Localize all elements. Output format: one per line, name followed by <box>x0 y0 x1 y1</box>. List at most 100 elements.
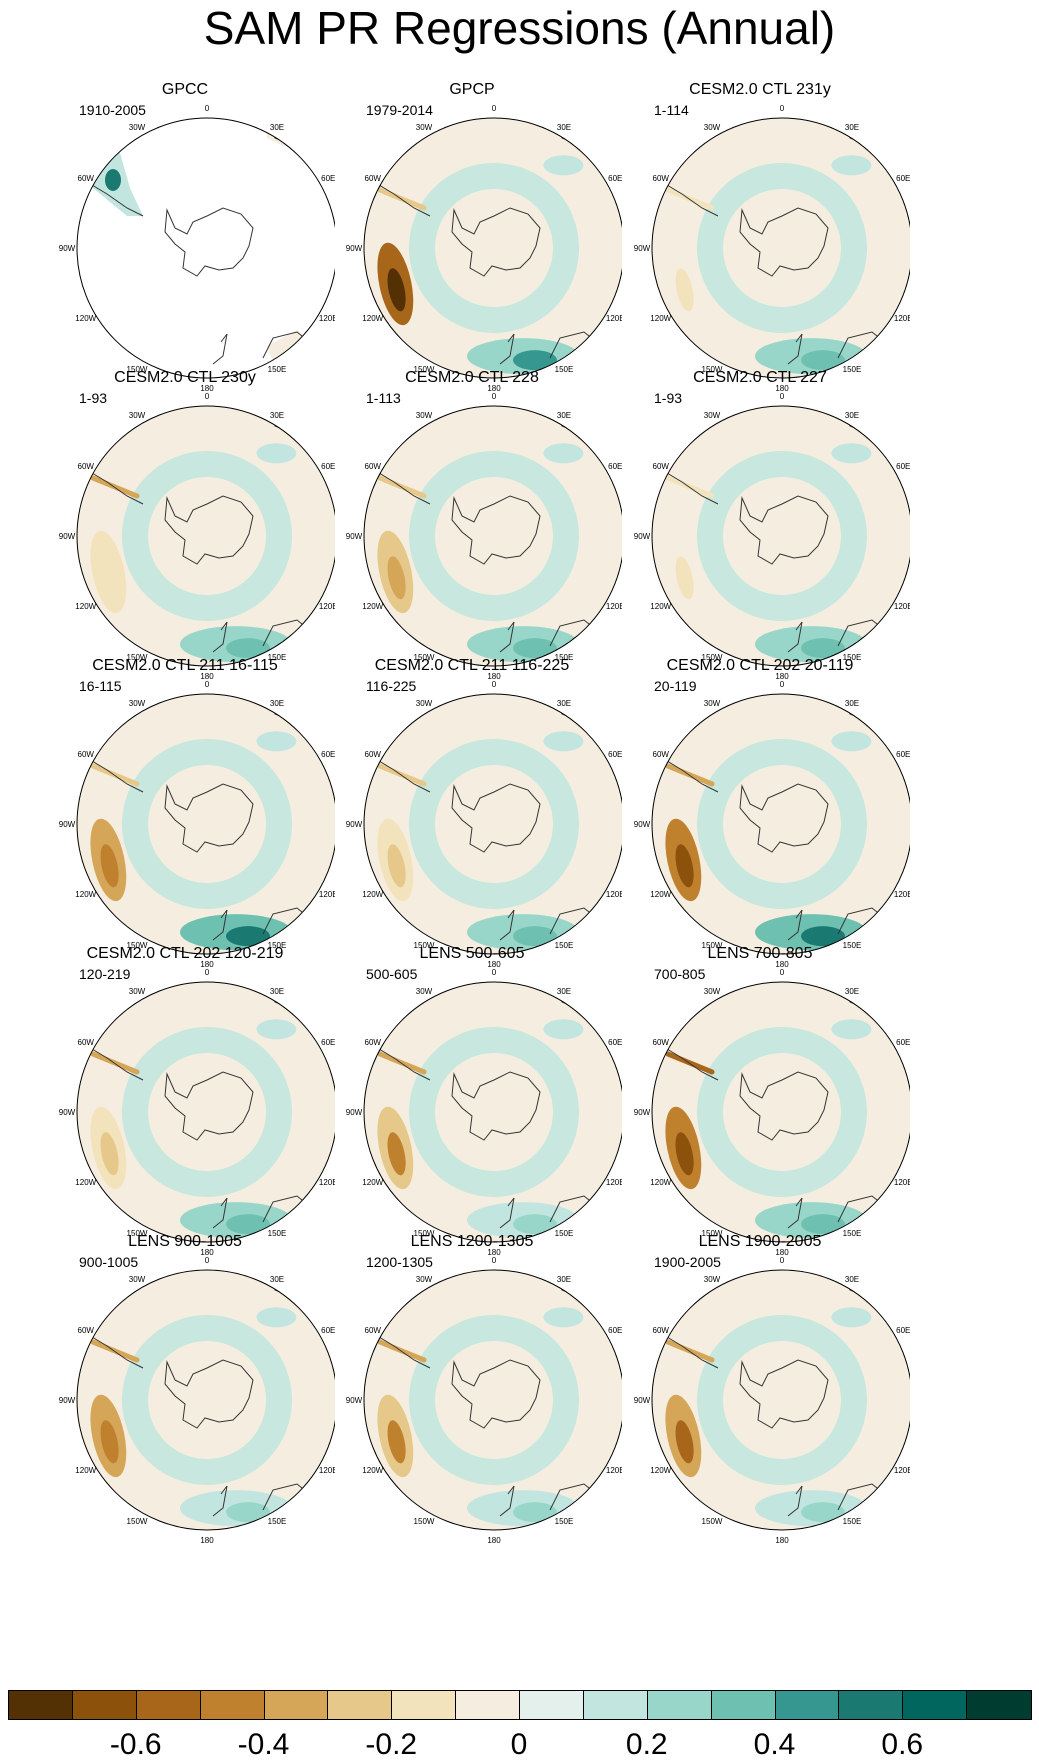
coastline-south-america <box>86 757 144 793</box>
longitude-label: 150E <box>555 1229 574 1238</box>
coastline-new-zealand <box>499 1197 515 1229</box>
longitude-label: 90W <box>634 1396 651 1405</box>
australia-anomaly-core <box>225 1502 270 1523</box>
pacific-anomaly-core <box>675 556 694 600</box>
coastline-south-america-east <box>94 1011 114 1021</box>
coastline-antarctica <box>451 1359 541 1429</box>
coastline-new-zealand <box>499 909 515 941</box>
map-panel: CESM2.0 CTL 230y1-93030E60E90E120E150E18… <box>35 368 335 686</box>
ring-anomaly <box>409 739 579 909</box>
coastline-south-america-east <box>94 147 114 157</box>
longitude-label: 0 <box>205 1256 210 1265</box>
longitude-label: 30W <box>704 699 721 708</box>
longitude-label: 180 <box>775 1248 789 1257</box>
longitude-label: 180 <box>200 1536 214 1545</box>
longitude-label: 120W <box>650 314 671 323</box>
panel-title: LENS 700-805 <box>707 945 813 962</box>
longitude-label: 150E <box>555 653 574 662</box>
polar-map: 030E60E90E120E150E180150W120W90W60W30W <box>59 680 335 969</box>
longitude-label: 180 <box>200 1248 214 1257</box>
polar-field <box>730 484 834 588</box>
longitude-label: 30E <box>557 987 571 996</box>
panel-title: GPCP <box>449 81 495 98</box>
longitude-label: 60W <box>78 1326 95 1335</box>
coastline-antarctica <box>451 1071 541 1141</box>
longitude-label: 120E <box>319 1178 335 1187</box>
panel-title: CESM2.0 CTL 211 16-115 <box>92 657 278 674</box>
panel-title: CESM2.0 CTL 202 120-219 <box>86 945 284 962</box>
colorbar-tick-label: -0.2 <box>365 1728 418 1761</box>
coastline-south-america <box>373 757 431 793</box>
australia-anomaly-core <box>225 1214 270 1235</box>
longitude-label: 0 <box>492 968 497 977</box>
coastline-south-america <box>661 181 719 217</box>
longitude-label: 60E <box>896 462 910 471</box>
africa-anomaly <box>831 731 872 752</box>
longitude-label: 120E <box>894 1466 910 1475</box>
map-panel: LENS 1900-20051900-2005030E60E90E120E150… <box>610 1232 910 1550</box>
coastline-south-america <box>661 1045 719 1081</box>
polar-map: 030E60E90E120E150E180150W120W90W60W30W <box>59 392 335 681</box>
coastline-south-america <box>661 1333 719 1369</box>
colorbar-swatch <box>264 1691 329 1719</box>
coastline-new-zealand <box>212 621 228 653</box>
panel-period: 1-113 <box>366 390 401 406</box>
map-boundary <box>651 981 910 1243</box>
longitude-label: 0 <box>205 968 210 977</box>
longitude-label: 30E <box>557 123 571 132</box>
australia-anomaly-core <box>512 1502 557 1523</box>
longitude-label: 90W <box>346 244 363 253</box>
coastline-antarctica <box>451 783 541 853</box>
longitude-label: 30E <box>845 987 859 996</box>
colorbar-tick-label: -0.6 <box>109 1728 162 1761</box>
polar-field <box>155 1060 259 1164</box>
polar-field <box>442 1348 546 1452</box>
longitude-label: 150W <box>702 1517 723 1526</box>
coastline-antarctica <box>451 495 541 565</box>
australia-anomaly-core <box>225 926 270 947</box>
longitude-label: 120W <box>650 602 671 611</box>
figure-title: SAM PR Regressions (Annual) <box>203 2 836 54</box>
longitude-label: 150W <box>127 365 148 374</box>
map-panel: CESM2.0 CTL 211 16-11516-115030E60E90E12… <box>35 656 335 974</box>
longitude-label: 30E <box>557 1275 571 1284</box>
longitude-label: 60E <box>321 462 335 471</box>
coastline-new-zealand <box>787 1197 803 1229</box>
coastline-antarctica <box>739 495 829 565</box>
longitude-label: 60W <box>365 1326 382 1335</box>
panel-title: GPCC <box>161 81 209 98</box>
map-panel: CESM2.0 CTL 202 20-11920-119030E60E90E12… <box>610 656 910 974</box>
longitude-label: 30E <box>270 1275 284 1284</box>
coastline-south-america <box>373 469 431 505</box>
coastline-south-america-east <box>381 1299 401 1309</box>
polar-map: 030E60E90E120E150E180150W120W90W60W30W <box>634 104 910 393</box>
colorbar-swatch <box>520 1691 584 1719</box>
longitude-label: 30E <box>557 411 571 420</box>
coastline-new-zealand <box>499 1485 515 1517</box>
longitude-label: 120E <box>606 1178 622 1187</box>
coastline-south-america <box>373 1045 431 1081</box>
longitude-label: 60E <box>608 462 622 471</box>
pacific-anomaly-core <box>100 556 119 600</box>
longitude-label: 30W <box>129 1275 146 1284</box>
polar-map: 030E60E90E120E150E180150W120W90W60W30W <box>59 104 335 393</box>
africa-anomaly <box>256 1019 297 1040</box>
panel-title: LENS 1900-2005 <box>698 1233 822 1250</box>
longitude-label: 120W <box>362 1178 383 1187</box>
longitude-label: 180 <box>200 672 214 681</box>
coastline-south-america-east <box>381 1011 401 1021</box>
longitude-label: 90W <box>634 532 651 541</box>
ring-anomaly <box>409 163 579 333</box>
map-boundary <box>651 405 910 667</box>
longitude-label: 60W <box>365 1038 382 1047</box>
coastline-new-zealand <box>787 621 803 653</box>
longitude-label: 60W <box>365 750 382 759</box>
longitude-label: 30E <box>845 1275 859 1284</box>
longitude-label: 0 <box>492 104 497 113</box>
longitude-label: 60E <box>608 174 622 183</box>
panel-period: 1-93 <box>654 390 683 406</box>
africa-anomaly <box>543 443 584 464</box>
coastline-south-america-east <box>94 723 114 733</box>
map-panel: LENS 500-605500-605030E60E90E120E150E180… <box>322 944 622 1262</box>
longitude-label: 150W <box>127 941 148 950</box>
